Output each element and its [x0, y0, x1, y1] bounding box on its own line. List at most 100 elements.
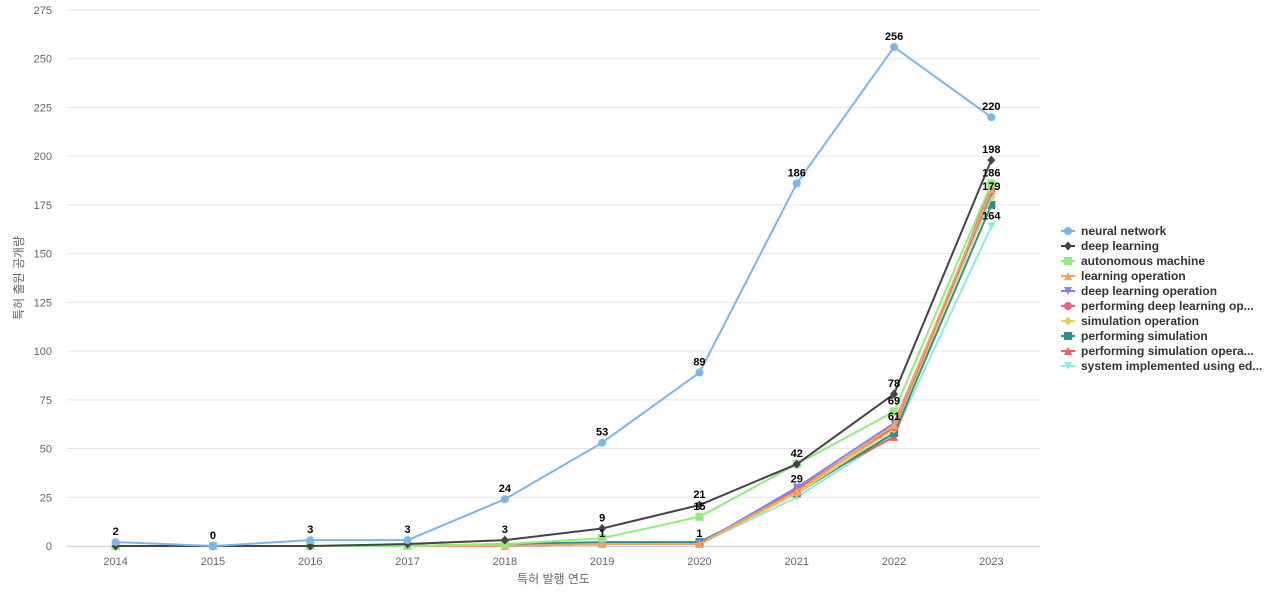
series-line[interactable] — [115, 188, 993, 547]
x-tick-label: 2019 — [590, 556, 614, 568]
x-tick-label: 2021 — [785, 556, 809, 568]
data-point[interactable] — [792, 459, 801, 469]
legend-item[interactable]: deep learning — [1061, 239, 1159, 253]
data-point[interactable] — [306, 536, 315, 545]
legend-item[interactable]: simulation operation — [1061, 314, 1199, 328]
data-point[interactable] — [598, 540, 607, 549]
data-point[interactable] — [792, 179, 801, 188]
legend-marker-icon — [1064, 272, 1072, 280]
data-label: 89 — [693, 357, 705, 369]
legend-label: neural network — [1081, 224, 1167, 238]
data-label: 186 — [982, 167, 1000, 179]
series-0 — [111, 43, 996, 550]
y-tick-label: 275 — [34, 5, 52, 17]
y-axis-title: 특허 출원 공개량 — [12, 236, 26, 320]
legend-item[interactable]: neural network — [1061, 224, 1167, 238]
series-line[interactable] — [115, 192, 993, 547]
series-lines — [111, 43, 996, 551]
legend-label: learning operation — [1081, 269, 1186, 283]
x-axis-title: 특허 발행 연도 — [517, 571, 590, 586]
data-point[interactable] — [792, 487, 801, 496]
legend-item[interactable]: autonomous machine — [1061, 254, 1205, 268]
data-point[interactable] — [890, 421, 899, 430]
data-point[interactable] — [890, 389, 899, 399]
series-5 — [111, 187, 996, 550]
legend-label: autonomous machine — [1081, 254, 1205, 268]
legend-label: deep learning operation — [1081, 284, 1217, 298]
series-2 — [111, 179, 996, 550]
data-label: 69 — [888, 396, 900, 408]
data-point[interactable] — [987, 222, 996, 231]
data-label: 53 — [596, 427, 608, 439]
series-line[interactable] — [115, 183, 993, 547]
data-point[interactable] — [987, 113, 996, 122]
series-9 — [111, 222, 996, 550]
series-line[interactable] — [115, 46, 992, 547]
legend-item[interactable]: system implemented using ed... — [1061, 359, 1262, 373]
x-tick-label: 2015 — [201, 556, 225, 568]
data-point[interactable] — [598, 534, 607, 543]
data-label: 186 — [788, 167, 806, 179]
x-tick-label: 2020 — [687, 556, 711, 568]
data-point[interactable] — [987, 179, 996, 188]
data-point[interactable] — [500, 495, 509, 504]
data-label: 220 — [982, 101, 1000, 113]
data-label: 256 — [885, 31, 903, 43]
data-point[interactable] — [111, 538, 120, 547]
data-point[interactable] — [598, 438, 607, 447]
data-point[interactable] — [987, 200, 996, 209]
x-tick-label: 2016 — [298, 556, 322, 568]
x-axis: 2014 2015 2016 2017 2018 2019 2020 2021 2022 2023 — [67, 546, 1040, 568]
data-point[interactable] — [695, 500, 704, 510]
legend-label: performing deep learning op... — [1081, 299, 1254, 313]
legend-marker-icon — [1064, 316, 1072, 326]
series-line[interactable] — [115, 190, 993, 547]
data-label: 21 — [693, 489, 705, 501]
y-axis: 0 25 50 75 100 125 150 175 200 225 250 275 — [34, 5, 52, 553]
series-line[interactable] — [115, 196, 993, 547]
legend-item[interactable]: learning operation — [1061, 269, 1186, 283]
y-tick-label: 225 — [34, 102, 52, 114]
data-label: 42 — [791, 448, 803, 460]
data-point[interactable] — [208, 542, 217, 550]
data-point[interactable] — [987, 185, 996, 194]
x-tick-label: 2014 — [103, 556, 127, 568]
series-4 — [111, 189, 996, 550]
data-point[interactable] — [987, 155, 996, 165]
series-line[interactable] — [115, 185, 993, 547]
legend-marker-icon — [1064, 332, 1072, 340]
data-point[interactable] — [890, 407, 899, 416]
x-tick-label: 2018 — [493, 556, 517, 568]
data-point[interactable] — [598, 523, 607, 533]
legend-item[interactable]: performing deep learning op... — [1061, 299, 1254, 313]
data-label: 9 — [599, 512, 605, 524]
series-line[interactable] — [115, 225, 993, 547]
data-label: 29 — [791, 473, 803, 485]
legend-marker-icon — [1064, 241, 1072, 251]
data-point[interactable] — [403, 536, 412, 545]
data-label: 1 — [696, 528, 702, 540]
legend-marker-icon — [1064, 287, 1072, 295]
data-point[interactable] — [306, 541, 315, 551]
legend-item[interactable]: performing simulation — [1061, 329, 1208, 343]
data-labels: 2 0 3 3 24 53 89 186 256 220 3 9 21 42 78 198 15 69 186 1 61… — [113, 31, 1002, 542]
data-point[interactable] — [695, 368, 704, 377]
data-label: 24 — [499, 483, 512, 495]
y-tick-label: 50 — [40, 444, 52, 456]
series-line[interactable] — [115, 204, 993, 547]
y-tick-label: 75 — [40, 395, 52, 407]
data-point[interactable] — [890, 43, 899, 52]
data-point[interactable] — [695, 512, 704, 521]
data-point[interactable] — [500, 535, 509, 545]
series-line[interactable] — [115, 159, 993, 547]
data-point[interactable] — [695, 540, 704, 549]
series-3 — [111, 185, 996, 550]
legend-item[interactable]: performing simulation opera... — [1061, 344, 1254, 358]
legend-marker-icon — [1064, 227, 1072, 235]
data-label: 3 — [404, 524, 410, 536]
legend-marker-icon — [1064, 362, 1072, 370]
legend-label: performing simulation — [1081, 329, 1208, 343]
legend-item[interactable]: deep learning operation — [1061, 284, 1217, 298]
